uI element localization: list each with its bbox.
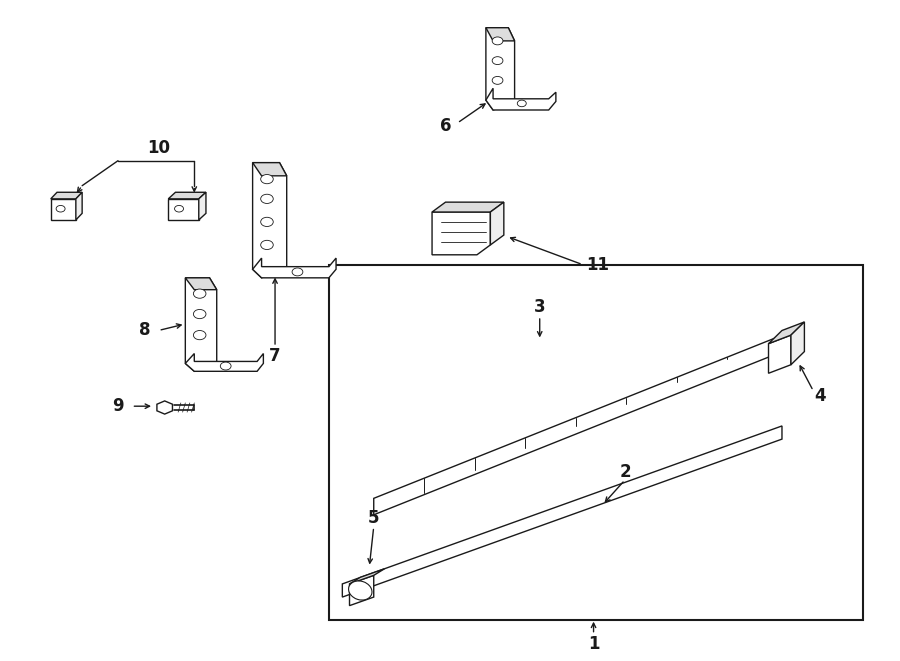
Polygon shape — [486, 28, 515, 110]
Polygon shape — [50, 199, 76, 220]
Polygon shape — [491, 202, 504, 245]
Polygon shape — [342, 426, 782, 597]
Text: 2: 2 — [619, 463, 631, 481]
Polygon shape — [253, 163, 287, 176]
Circle shape — [492, 57, 503, 65]
Circle shape — [56, 206, 65, 212]
Polygon shape — [791, 322, 805, 365]
Text: 4: 4 — [814, 387, 825, 405]
Text: 11: 11 — [587, 256, 609, 274]
Text: 1: 1 — [588, 635, 599, 653]
Text: 9: 9 — [112, 397, 124, 415]
Circle shape — [292, 268, 303, 276]
Text: 6: 6 — [440, 118, 451, 136]
Polygon shape — [168, 192, 206, 199]
Polygon shape — [185, 278, 217, 371]
Polygon shape — [253, 163, 287, 278]
Circle shape — [194, 309, 206, 319]
Polygon shape — [349, 568, 384, 584]
Text: 7: 7 — [269, 346, 281, 364]
Circle shape — [194, 330, 206, 340]
Circle shape — [194, 289, 206, 298]
Ellipse shape — [348, 581, 372, 600]
Circle shape — [261, 175, 274, 184]
Polygon shape — [769, 335, 791, 373]
Circle shape — [261, 217, 274, 227]
Circle shape — [175, 206, 184, 212]
Polygon shape — [157, 401, 173, 414]
Polygon shape — [349, 575, 373, 605]
Circle shape — [492, 37, 503, 45]
Polygon shape — [76, 192, 82, 220]
Polygon shape — [168, 199, 199, 220]
Polygon shape — [374, 337, 778, 515]
Polygon shape — [185, 354, 264, 371]
Circle shape — [518, 100, 526, 106]
Text: 5: 5 — [368, 509, 380, 527]
Circle shape — [492, 77, 503, 85]
Circle shape — [261, 194, 274, 204]
Text: 3: 3 — [534, 299, 545, 317]
Polygon shape — [199, 192, 206, 220]
Polygon shape — [432, 212, 491, 254]
Circle shape — [261, 241, 274, 250]
Polygon shape — [50, 192, 82, 199]
Circle shape — [220, 362, 231, 370]
Text: 10: 10 — [147, 139, 170, 157]
Bar — [328, 264, 863, 620]
Polygon shape — [486, 28, 515, 41]
Polygon shape — [432, 202, 504, 212]
Polygon shape — [185, 278, 217, 290]
Polygon shape — [253, 258, 336, 278]
Polygon shape — [769, 322, 805, 344]
Polygon shape — [486, 89, 556, 110]
Text: 8: 8 — [140, 321, 150, 340]
